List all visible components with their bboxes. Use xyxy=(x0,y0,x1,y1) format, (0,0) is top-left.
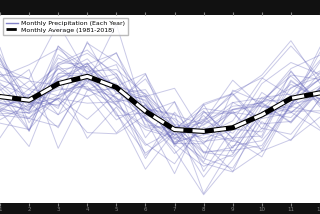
Legend: Monthly Precipitation (Each Year), Monthly Average (1981-2018): Monthly Precipitation (Each Year), Month… xyxy=(3,18,128,35)
